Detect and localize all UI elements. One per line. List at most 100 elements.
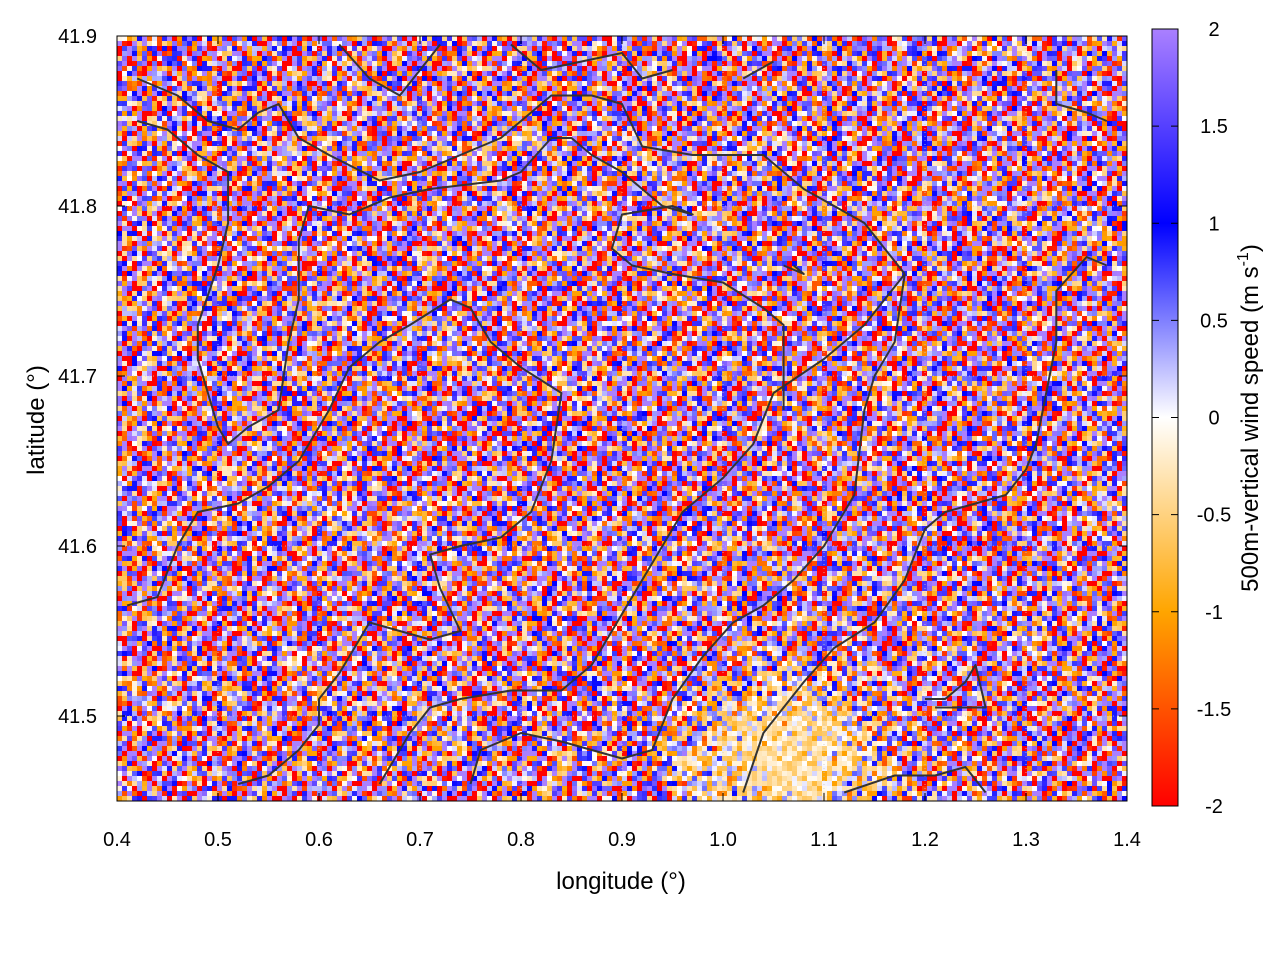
heatmap-cell: [322, 126, 327, 131]
heatmap-cell: [362, 131, 367, 136]
heatmap-cell: [582, 71, 587, 76]
heatmap-cell: [397, 76, 402, 81]
heatmap-cell: [397, 96, 402, 101]
heatmap-cell: [282, 96, 287, 101]
heatmap-cell: [337, 61, 342, 66]
heatmap-cell: [347, 106, 352, 111]
heatmap-cell: [372, 56, 377, 61]
heatmap-cell: [287, 96, 292, 101]
heatmap-cell: [907, 46, 912, 51]
heatmap-cell: [427, 136, 432, 141]
heatmap-cell: [412, 116, 417, 121]
heatmap-cell: [687, 126, 692, 131]
heatmap-cell: [437, 136, 442, 141]
heatmap-cell: [877, 121, 882, 126]
heatmap-cell: [482, 116, 487, 121]
heatmap-cell: [357, 36, 362, 41]
heatmap-cell: [967, 146, 972, 151]
heatmap-cell: [177, 71, 182, 76]
heatmap-cell: [377, 146, 382, 151]
heatmap-cell: [897, 76, 902, 81]
heatmap-cell: [147, 101, 152, 106]
heatmap-cell: [772, 136, 777, 141]
heatmap-cell: [887, 36, 892, 41]
heatmap-cell: [637, 141, 642, 146]
heatmap-cell: [957, 126, 962, 131]
heatmap-cell: [492, 76, 497, 81]
heatmap-cell: [572, 41, 577, 46]
heatmap-cell: [1112, 111, 1117, 116]
heatmap-cell: [672, 126, 677, 131]
heatmap-cell: [1107, 66, 1112, 71]
heatmap-cell: [347, 36, 352, 41]
heatmap-cell: [577, 136, 582, 141]
heatmap-cell: [167, 46, 172, 51]
heatmap-cell: [1087, 56, 1092, 61]
heatmap-cell: [252, 156, 257, 161]
heatmap-cell: [302, 51, 307, 56]
heatmap-cell: [667, 86, 672, 91]
heatmap-cell: [182, 121, 187, 126]
heatmap-cell: [1002, 106, 1007, 111]
heatmap-cell: [642, 86, 647, 91]
heatmap-cell: [232, 51, 237, 56]
heatmap-cell: [257, 146, 262, 151]
heatmap-cell: [172, 86, 177, 91]
heatmap-cell: [147, 126, 152, 131]
heatmap-cell: [767, 96, 772, 101]
heatmap-cell: [152, 76, 157, 81]
heatmap-cell: [882, 41, 887, 46]
heatmap-cell: [887, 71, 892, 76]
heatmap-cell: [1067, 36, 1072, 41]
heatmap-cell: [862, 141, 867, 146]
heatmap-cell: [247, 66, 252, 71]
heatmap-cell: [867, 66, 872, 71]
heatmap-cell: [582, 116, 587, 121]
heatmap-cell: [992, 76, 997, 81]
heatmap-cell: [1122, 51, 1127, 56]
heatmap-cell: [187, 51, 192, 56]
heatmap-cell: [867, 71, 872, 76]
heatmap-cell: [252, 106, 257, 111]
heatmap-cell: [862, 101, 867, 106]
heatmap-cell: [767, 111, 772, 116]
heatmap-cell: [787, 121, 792, 126]
heatmap-cell: [1082, 41, 1087, 46]
heatmap-cell: [1077, 136, 1082, 141]
heatmap-cell: [587, 126, 592, 131]
heatmap-cell: [902, 111, 907, 116]
heatmap-cell: [272, 66, 277, 71]
heatmap-cell: [222, 91, 227, 96]
heatmap-cell: [792, 86, 797, 91]
heatmap-cell: [192, 36, 197, 41]
heatmap-cell: [702, 96, 707, 101]
heatmap-cell: [642, 151, 647, 156]
heatmap-cell: [452, 41, 457, 46]
heatmap-cell: [932, 106, 937, 111]
heatmap-cell: [1087, 81, 1092, 86]
heatmap-cell: [522, 86, 527, 91]
heatmap-cell: [772, 121, 777, 126]
heatmap-cell: [932, 46, 937, 51]
heatmap-cell: [782, 56, 787, 61]
heatmap-cell: [497, 111, 502, 116]
heatmap-cell: [227, 71, 232, 76]
heatmap-cell: [582, 156, 587, 161]
heatmap-cell: [912, 46, 917, 51]
heatmap-cell: [577, 111, 582, 116]
heatmap-cell: [412, 71, 417, 76]
heatmap-cell: [827, 96, 832, 101]
heatmap-cell: [922, 86, 927, 91]
heatmap-cell: [667, 51, 672, 56]
heatmap-cell: [667, 91, 672, 96]
heatmap-cell: [462, 91, 467, 96]
heatmap-cell: [597, 116, 602, 121]
heatmap-cell: [177, 51, 182, 56]
heatmap-cell: [242, 131, 247, 136]
heatmap-cell: [172, 41, 177, 46]
heatmap-cell: [777, 46, 782, 51]
heatmap-cell: [607, 71, 612, 76]
heatmap-cell: [167, 156, 172, 161]
heatmap-cell: [747, 46, 752, 51]
heatmap-cell: [862, 41, 867, 46]
